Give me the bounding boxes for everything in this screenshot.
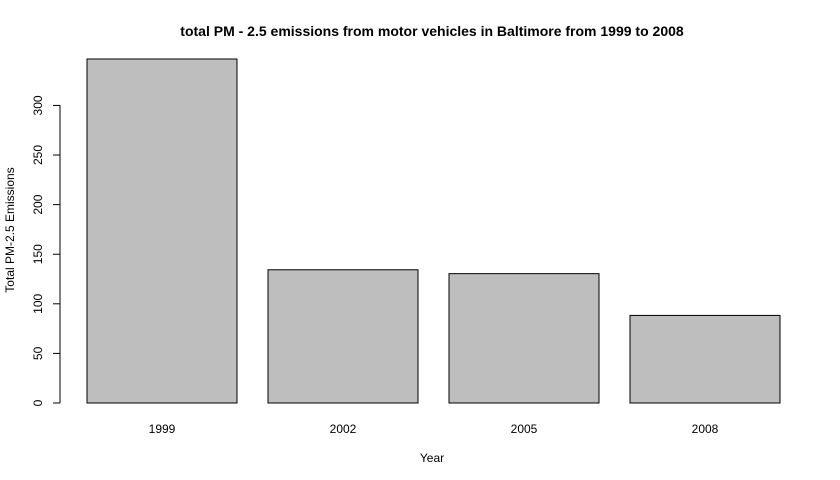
x-tick-label-2002: 2002 <box>330 422 357 436</box>
bars-group <box>86 58 781 404</box>
x-tick-label-2008: 2008 <box>692 422 719 436</box>
x-tick-label-1999: 1999 <box>149 422 176 436</box>
y-tick-label-50: 50 <box>31 346 45 360</box>
bar-2008 <box>629 314 781 404</box>
y-axis: 0 50 100 150 200 250 300 <box>31 95 61 406</box>
bar-2002 <box>267 269 419 404</box>
plot-area: 1999 2002 2005 2008 0 50 100 150 200 250 300 <box>31 58 781 436</box>
y-tick-label-300: 300 <box>31 95 45 115</box>
y-tick-label-250: 250 <box>31 145 45 165</box>
chart-title: total PM - 2.5 emissions from motor vehi… <box>180 23 684 39</box>
bar-2005 <box>448 273 600 404</box>
y-tick-label-0: 0 <box>31 399 45 406</box>
x-tick-label-2005: 2005 <box>511 422 538 436</box>
x-axis-label: Year <box>420 451 444 465</box>
x-tick-labels: 1999 2002 2005 2008 <box>149 422 719 436</box>
y-tick-label-100: 100 <box>31 293 45 313</box>
bar-1999 <box>86 58 238 404</box>
y-axis-label: Total PM-2.5 Emissions <box>3 167 17 292</box>
y-tick-label-150: 150 <box>31 244 45 264</box>
y-tick-label-200: 200 <box>31 194 45 214</box>
